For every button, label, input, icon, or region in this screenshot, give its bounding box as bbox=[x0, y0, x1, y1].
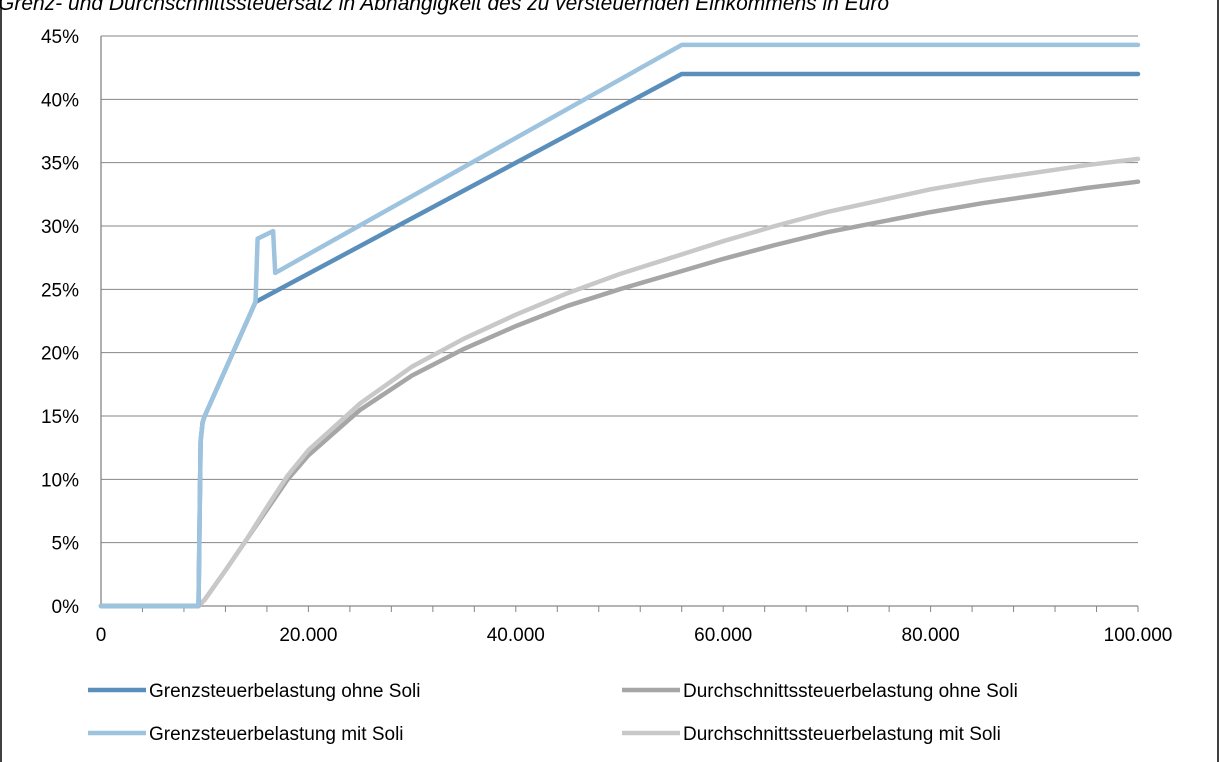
y-tick-label: 45% bbox=[41, 27, 79, 48]
x-tick-label: 60.000 bbox=[694, 625, 752, 646]
x-tick-label: 20.000 bbox=[279, 625, 337, 646]
y-tick-label: 10% bbox=[41, 470, 79, 491]
y-tick-label: 40% bbox=[41, 90, 79, 111]
y-tick-label: 15% bbox=[41, 407, 79, 428]
series-line-2 bbox=[98, 42, 1141, 609]
series-lines bbox=[98, 42, 1141, 609]
y-tick-label: 5% bbox=[52, 534, 80, 555]
y-tick-label: 30% bbox=[41, 217, 79, 238]
gridlines bbox=[101, 35, 1138, 544]
x-tick-label: 80.000 bbox=[902, 625, 960, 646]
axes: 0% 5% 10% 15% 20% 25% 30% 35% 40% 45% 0 20.000 40.00… bbox=[41, 27, 1172, 646]
y-tick-label: 0% bbox=[52, 597, 80, 618]
legend-label: Grenzsteuerbelastung ohne Soli bbox=[149, 681, 420, 702]
y-tick-label: 35% bbox=[41, 154, 79, 175]
series-line-4 bbox=[98, 156, 1141, 609]
legend: Grenzsteuerbelastung ohne Soli Grenzsteue… bbox=[88, 681, 1018, 745]
x-tick-label: 0 bbox=[96, 625, 107, 646]
x-tick-label: 100.000 bbox=[1104, 625, 1173, 646]
y-tick-label: 25% bbox=[41, 280, 79, 301]
x-tick-label: 40.000 bbox=[487, 625, 545, 646]
legend-label: Durchschnittssteuerbelastung mit Soli bbox=[683, 724, 1001, 745]
chart-title: Grenz- und Durchschnittssteuersatz in Ab… bbox=[0, 0, 890, 15]
legend-label: Durchschnittssteuerbelastung ohne Soli bbox=[683, 681, 1018, 702]
legend-label: Grenzsteuerbelastung mit Soli bbox=[149, 724, 404, 745]
y-tick-label: 20% bbox=[41, 344, 79, 365]
